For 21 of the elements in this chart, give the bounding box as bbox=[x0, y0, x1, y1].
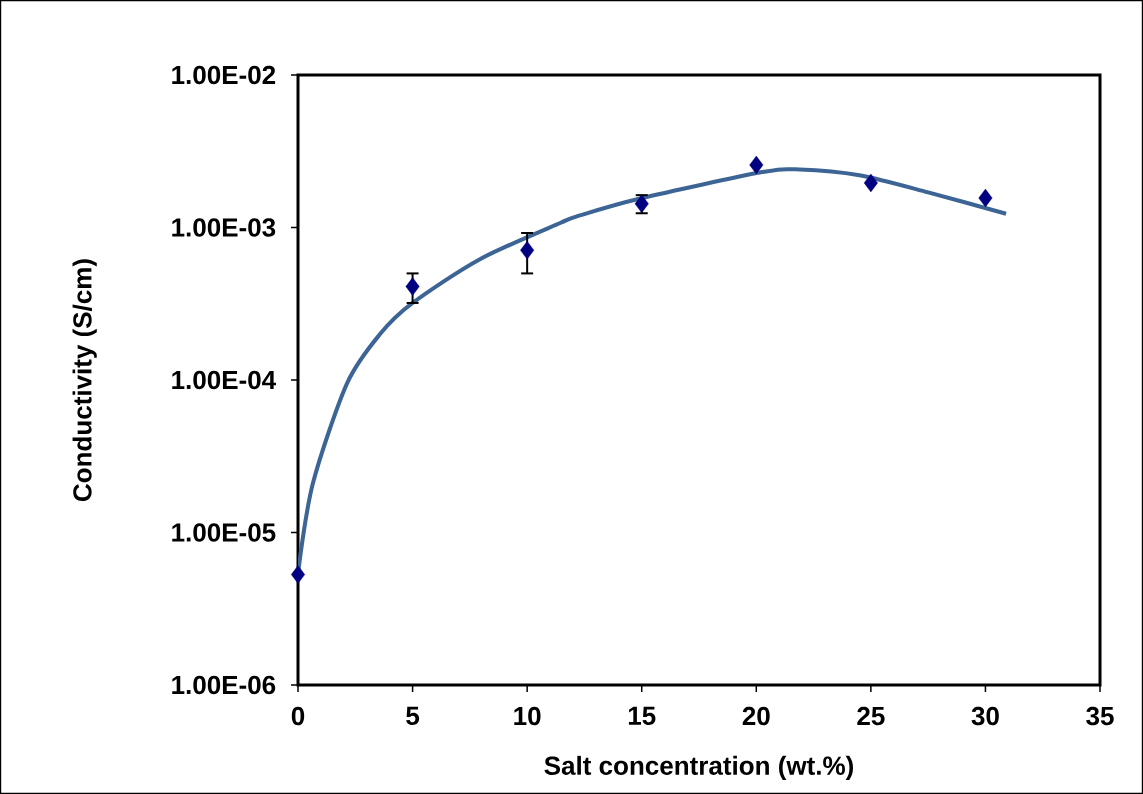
point bbox=[978, 188, 993, 208]
y-axis-title: Conductivity (S/cm) bbox=[72, 259, 97, 501]
point bbox=[520, 240, 535, 260]
x-axis-title: Salt concentration (wt.%) bbox=[544, 755, 853, 781]
x-tick-label: 15 bbox=[628, 706, 656, 725]
y-tick-label: 1.00E-04 bbox=[172, 370, 276, 390]
y-tick-label: 1.00E-06 bbox=[172, 675, 276, 695]
y-tick-label: 1.00E-03 bbox=[172, 218, 276, 237]
x-tick-label: 30 bbox=[971, 706, 999, 726]
y-tick-label: 1.00E-02 bbox=[172, 65, 276, 85]
point bbox=[749, 155, 764, 175]
point bbox=[405, 277, 420, 296]
x-tick-label: 10 bbox=[514, 706, 541, 726]
point bbox=[863, 173, 878, 193]
x-tick-label: 0 bbox=[291, 706, 305, 726]
x-tick-label: 5 bbox=[406, 706, 420, 725]
y-tick-label: 1.00E-05 bbox=[172, 523, 276, 542]
x-tick-label: 20 bbox=[742, 706, 770, 726]
x-tick-label: 25 bbox=[857, 706, 885, 726]
x-tick-label: 35 bbox=[1086, 706, 1114, 726]
point bbox=[291, 565, 305, 584]
